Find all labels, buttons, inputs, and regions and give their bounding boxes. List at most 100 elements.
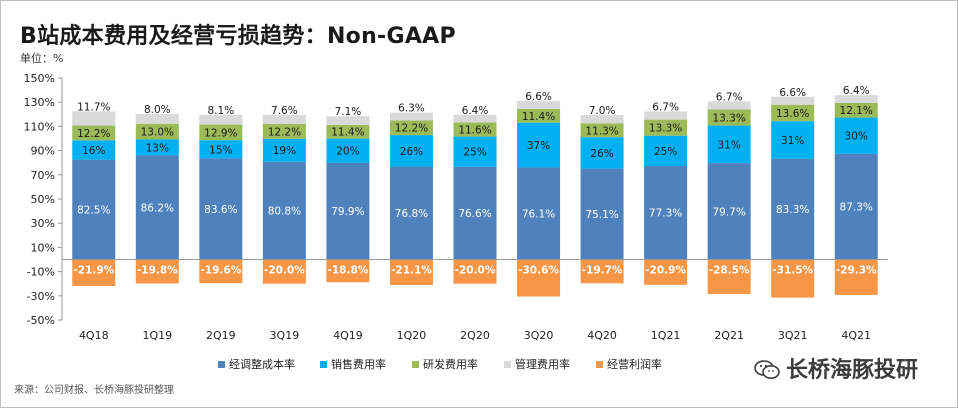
y-tick-label: -50% [27, 314, 55, 327]
bar-segment [517, 122, 561, 168]
bar-segment [580, 259, 624, 284]
data-label: 15% [209, 144, 232, 156]
bar-segment [389, 166, 433, 260]
bar-segment [453, 136, 497, 167]
data-label: 6.7% [716, 91, 743, 103]
x-tick-label: 2Q19 [206, 329, 236, 342]
y-tick-label: 70% [31, 169, 55, 182]
x-tick-label: 4Q18 [79, 329, 109, 342]
data-label: 13.3% [649, 123, 682, 135]
bar-segment [771, 158, 815, 260]
legend-swatch [412, 361, 419, 368]
data-label: 6.4% [843, 85, 870, 97]
data-label: -21.1% [391, 265, 432, 277]
data-label: 30% [845, 131, 868, 143]
bar-segment [262, 259, 306, 284]
data-label: -19.6% [200, 265, 241, 277]
data-label: 6.6% [525, 91, 552, 103]
data-label: -20.0% [455, 265, 496, 277]
data-label: 11.7% [77, 101, 110, 113]
data-label: 11.4% [331, 127, 364, 139]
y-tick-label: 50% [31, 193, 55, 206]
bar-segment [644, 119, 688, 136]
bar-segment [707, 125, 751, 164]
x-tick-label: 2Q21 [714, 329, 744, 342]
bar-segment [262, 114, 306, 124]
bar-segment [707, 163, 751, 260]
bar-segment [389, 112, 433, 121]
data-label: 12.2% [268, 126, 301, 138]
y-tick-label: -30% [27, 290, 55, 303]
data-label: -28.5% [709, 265, 750, 277]
x-tick-label: 4Q21 [841, 329, 871, 342]
legend-label: 经营利润率 [607, 357, 662, 371]
y-tick-label: 30% [31, 217, 55, 230]
data-label: 79.7% [712, 206, 745, 218]
data-label: 11.3% [585, 125, 618, 137]
data-label: 76.6% [458, 208, 491, 220]
data-label: 6.4% [462, 105, 489, 117]
bar-segment [135, 139, 179, 156]
bar-segment [517, 100, 561, 109]
y-tick-label: 150% [24, 72, 55, 85]
bar-segment [834, 102, 878, 118]
data-label: 26% [400, 146, 423, 158]
data-label: 7.0% [589, 105, 616, 117]
data-label: 13% [146, 142, 169, 154]
data-label: -21.9% [73, 265, 114, 277]
data-label: 76.1% [522, 208, 555, 220]
data-label: 26% [590, 148, 613, 160]
data-label: 76.8% [395, 208, 428, 220]
wechat-icon [754, 360, 780, 380]
x-tick-label: 3Q20 [524, 329, 554, 342]
bar-segment [326, 124, 370, 139]
bar-segment [72, 140, 116, 160]
bar-segment [644, 135, 688, 166]
bar-segment [326, 162, 370, 260]
data-label: 6.7% [652, 102, 679, 114]
bar-segment [834, 117, 878, 154]
x-tick-label: 1Q19 [142, 329, 172, 342]
brand-watermark: 长桥海豚投研 [754, 352, 918, 384]
data-label: 8.0% [144, 104, 171, 116]
bar-segment [580, 123, 624, 138]
x-tick-label: 4Q20 [587, 329, 617, 342]
data-label: 6.3% [398, 103, 425, 115]
data-label: 25% [463, 147, 486, 159]
data-label: 87.3% [840, 202, 873, 214]
bar-segment [771, 259, 815, 298]
data-label: 8.1% [208, 105, 235, 117]
bar-segment [135, 155, 179, 260]
data-label: 20% [336, 146, 359, 158]
chart-title: B站成本费用及经营亏损趋势：Non-GAAP [20, 24, 456, 49]
bar-segment [834, 259, 878, 295]
data-label: 7.6% [271, 105, 298, 117]
legend-label: 研发费用率 [423, 357, 478, 371]
bar-segment [834, 95, 878, 103]
data-label: -20.9% [645, 265, 686, 277]
data-label: 77.3% [649, 208, 682, 220]
bar-segment [135, 259, 179, 284]
data-label: 12.9% [204, 127, 237, 139]
data-label: -19.8% [137, 265, 178, 277]
source-note: 来源：公司财报、长桥海豚投研整理 [14, 385, 174, 396]
data-label: -30.6% [518, 265, 559, 277]
x-tick-label: 1Q21 [651, 329, 681, 342]
bar-segment [135, 114, 179, 124]
data-label: 13.6% [776, 108, 809, 120]
legend-swatch [504, 361, 511, 368]
bar-segment [707, 109, 751, 126]
bar-segment [580, 115, 624, 124]
bar-segment [199, 140, 243, 159]
data-label: 83.3% [776, 204, 809, 216]
bar-segment [135, 123, 179, 140]
bar-segment [771, 121, 815, 159]
y-tick-label: -10% [27, 266, 55, 279]
x-tick-label: 4Q19 [333, 329, 363, 342]
bar-segment [199, 259, 243, 284]
data-label: -20.0% [264, 265, 305, 277]
bar-segment [517, 259, 561, 297]
bar-segment [453, 166, 497, 260]
y-tick-label: 10% [31, 241, 55, 254]
